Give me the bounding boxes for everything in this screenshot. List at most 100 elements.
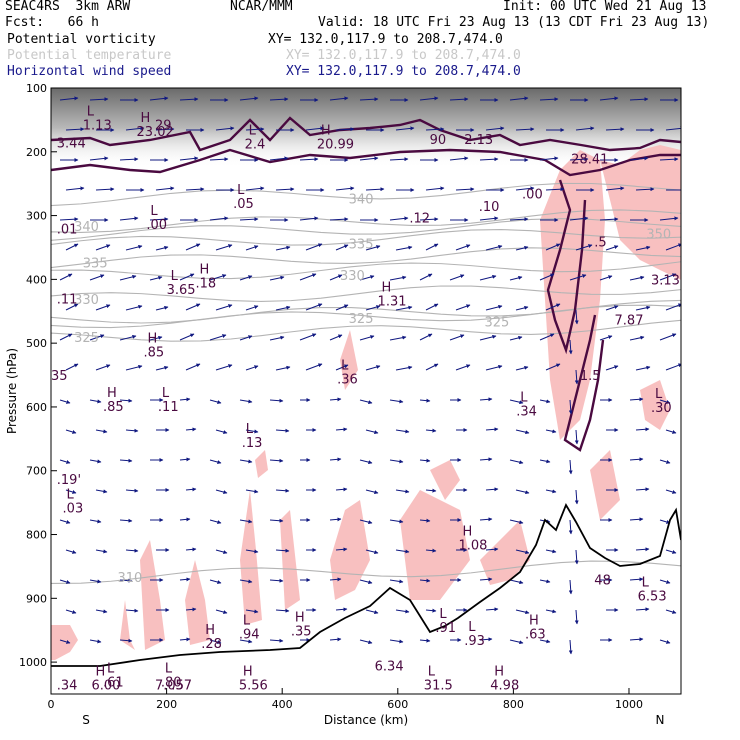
field-pv-name: Potential vorticity — [7, 32, 156, 47]
org-label: NCAR/MMM — [230, 0, 293, 14]
wind-shade-region — [240, 490, 262, 625]
init-label: Init: 00 UTC Wed 21 Aug 13 — [503, 0, 707, 14]
wind-vector — [239, 217, 259, 222]
wind-vector — [635, 547, 650, 552]
extremum-marker: H — [494, 665, 504, 680]
wind-vector — [125, 244, 143, 251]
extremum-marker: H — [199, 263, 209, 278]
theta-contour — [51, 247, 681, 270]
extremum-value: 6.53 — [638, 589, 667, 604]
wind-vector — [245, 609, 259, 614]
wind-vector — [275, 245, 291, 251]
wind-vector — [485, 607, 499, 612]
wind-vector — [575, 126, 595, 131]
wind-vector — [215, 549, 228, 554]
wind-vector — [389, 216, 409, 221]
wind-vector — [635, 305, 651, 311]
wind-vector — [329, 397, 342, 402]
wind-vector — [185, 363, 201, 371]
extremum-marker: H — [295, 610, 305, 625]
wind-vector — [509, 335, 523, 341]
model-label: SEAC4RS 3km ARW — [5, 0, 131, 14]
extremum-value: .05 — [233, 197, 254, 212]
wind-vector — [659, 333, 677, 341]
extremum-value: 35 — [51, 369, 68, 384]
extremum-value: .01 — [57, 223, 78, 238]
wind-vector — [419, 96, 439, 101]
wind-vector — [659, 216, 679, 221]
wind-vector — [239, 579, 253, 584]
wind-vector — [125, 364, 143, 371]
wind-vector — [605, 127, 625, 132]
wind-vector — [515, 127, 535, 132]
wind-vector — [95, 187, 115, 192]
wind-vector — [239, 639, 253, 644]
wind-vector — [155, 245, 169, 251]
y-tick-label: 1000 — [19, 656, 47, 669]
wind-shade-region — [600, 145, 681, 280]
plot-frame — [50, 87, 682, 695]
extremum-marker: L — [246, 422, 254, 437]
wind-vector — [335, 364, 349, 371]
wind-vector — [665, 429, 677, 434]
wind-vector — [215, 429, 228, 434]
wind-vector — [509, 96, 529, 101]
wind-vector — [335, 547, 348, 552]
wind-vector — [359, 275, 375, 281]
wind-vector — [215, 126, 235, 131]
wind-vector — [95, 429, 108, 434]
extremum-marker: H — [462, 524, 472, 539]
wind-vector — [479, 157, 499, 162]
endpoint-left-label: S — [82, 713, 90, 727]
pv-contour — [546, 179, 587, 355]
wind-vector — [389, 275, 407, 281]
extremum-value: .10 — [479, 200, 500, 215]
wind-vector — [365, 187, 385, 192]
wind-vector — [574, 369, 579, 385]
wind-shade-region — [255, 450, 268, 478]
wind-vector — [515, 549, 530, 555]
extremum-marker: L — [249, 124, 257, 139]
wind-vector — [425, 127, 445, 132]
wind-vector — [239, 335, 253, 341]
wind-vector — [665, 549, 677, 554]
wind-vector — [665, 303, 681, 311]
extremum-marker: L — [642, 575, 650, 590]
wind-vector — [659, 399, 671, 404]
wind-vector — [665, 243, 681, 251]
wind-vector — [449, 97, 469, 102]
wind-vector — [65, 127, 85, 132]
wind-vector — [509, 217, 529, 222]
extremum-value: .34 — [516, 404, 537, 419]
wind-vector — [65, 489, 77, 494]
wind-vector — [179, 577, 191, 582]
extremum-marker: H — [147, 332, 157, 347]
wind-vector — [245, 186, 265, 191]
wind-vector — [629, 335, 645, 341]
wind-vector — [485, 244, 503, 251]
extremum-marker: L — [243, 614, 251, 629]
extremum-marker: L — [341, 358, 349, 373]
extremum-value: .91 — [435, 621, 456, 636]
wind-vector — [568, 579, 573, 595]
wind-vector — [509, 639, 524, 645]
wind-vector — [275, 488, 290, 493]
extremum-value: 5.56 — [239, 679, 268, 694]
wind-vector — [65, 186, 85, 191]
wind-vector — [425, 548, 437, 553]
wind-vector — [419, 217, 439, 222]
field-wind-xy: XY= 132.0,117.9 to 208.7,474.0 — [286, 64, 521, 79]
extremum-value: .30 — [651, 401, 672, 416]
wind-vector — [299, 216, 319, 221]
wind-vector — [215, 304, 233, 311]
wind-shade-region — [120, 600, 135, 650]
wind-vector — [545, 187, 565, 192]
wind-vector — [395, 549, 410, 554]
extremum-value: .80 — [161, 675, 182, 690]
extremum-value: .18 — [195, 277, 216, 292]
wind-vector — [215, 609, 228, 614]
pv-contour — [563, 314, 605, 452]
wind-vector — [239, 519, 253, 524]
extremum-value: 31.5 — [424, 679, 453, 694]
wind-vector — [635, 245, 651, 251]
